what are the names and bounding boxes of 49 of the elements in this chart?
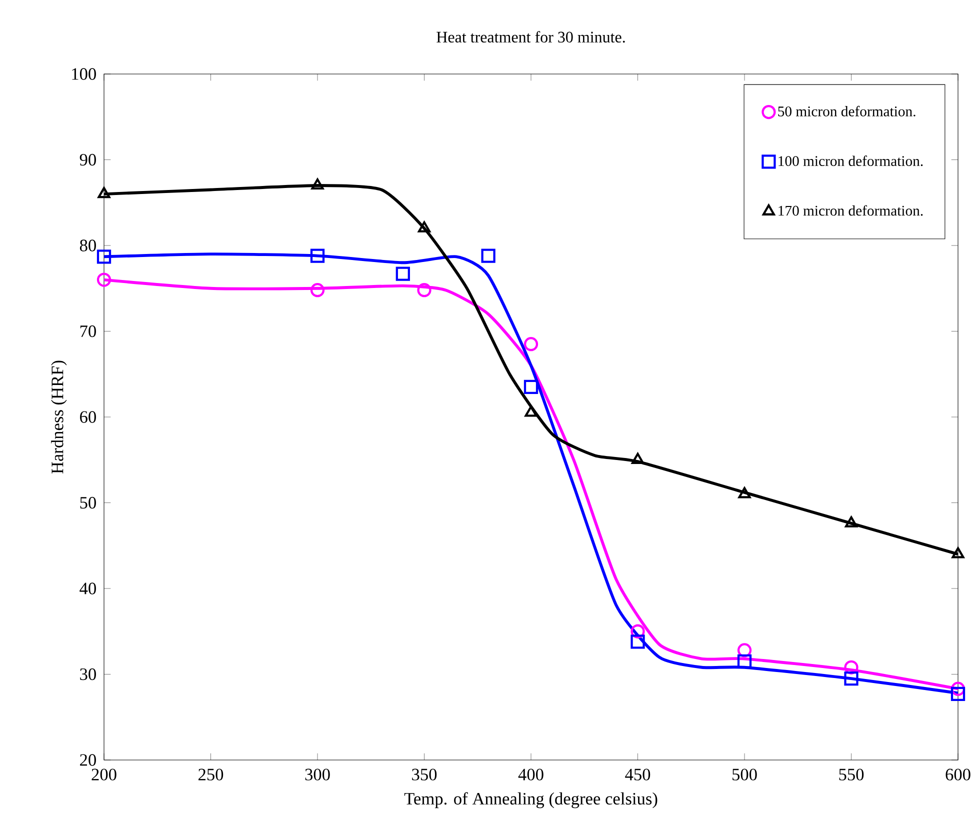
x-tick-label: 450 [625,768,650,780]
y-tick-label: 60 [80,411,96,423]
y-tick-label: 20 [80,754,96,766]
point [950,686,966,702]
point [481,248,496,263]
legend-label: 50 micron deformation. [778,106,916,116]
point [844,671,858,686]
x-tick-label: 200 [92,768,116,780]
legend-label: 100 micron deformation. [778,156,923,166]
point [98,186,110,198]
point [952,547,964,558]
point [96,250,112,264]
x-tick-label: 550 [839,768,864,780]
point [96,272,112,287]
point [524,337,538,352]
x-tick-label: 350 [412,768,437,780]
point [311,178,324,190]
point [418,221,431,232]
x-tick-label: 300 [305,768,330,780]
y-tick-label: 90 [80,154,96,166]
point [737,654,752,668]
x-tick-label: 600 [946,768,970,780]
point [950,682,966,696]
y-tick-label: 50 [80,496,96,509]
x-tick-label: 250 [198,768,224,780]
y-tick-label: 30 [80,668,96,680]
legend-label: 170 micron deformation. [778,205,923,216]
point [844,516,858,528]
point [738,487,751,498]
chart-title: Heat treatment for 30 minute. [436,31,625,43]
point [310,283,325,298]
point [630,624,645,638]
y-tick-label: 80 [80,240,96,252]
y-axis-title: Hardness (HRF) [51,360,67,474]
point [310,248,325,263]
y-tick-label: 100 [72,68,96,80]
point [396,266,410,281]
y-tick-label: 70 [80,325,96,338]
point [524,406,538,417]
x-tick-label: 500 [732,768,757,780]
x-axis-title: Temp. of Annealing (degree celsius) [404,792,658,808]
point [630,634,645,649]
point [417,283,432,298]
point [737,643,752,658]
point [631,452,644,464]
y-tick-label: 40 [80,582,96,594]
point [844,660,858,674]
x-tick-label: 400 [518,768,544,780]
point [524,380,538,394]
